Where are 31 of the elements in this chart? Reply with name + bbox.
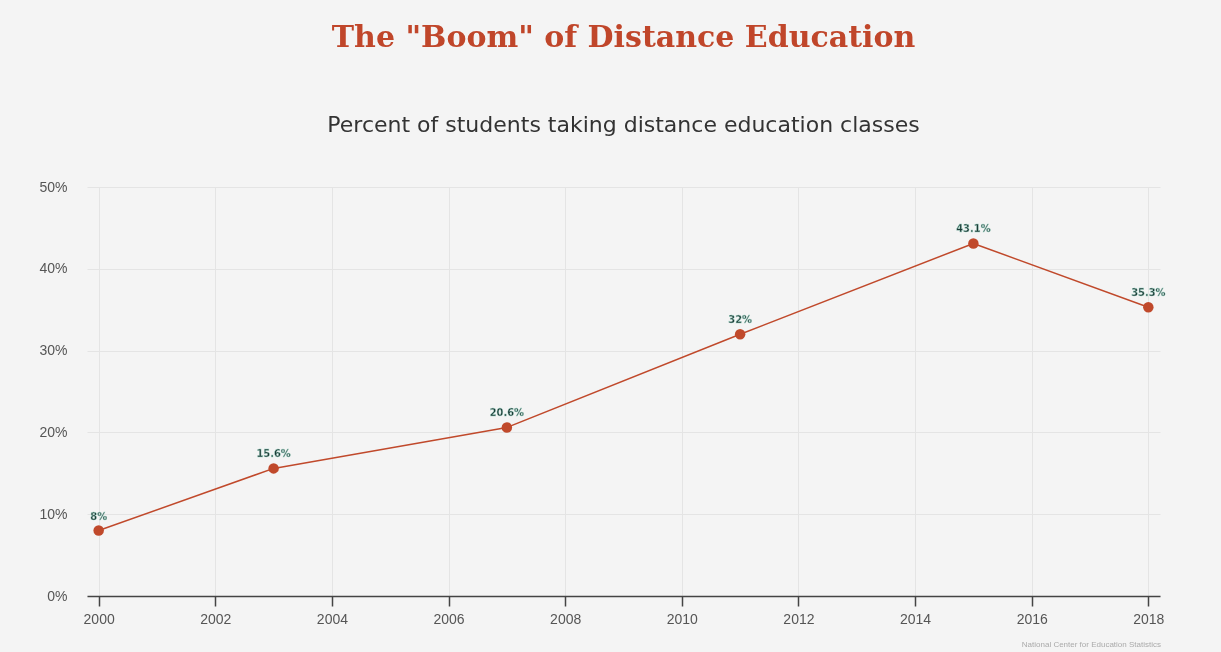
chart-subtitle: Percent of students taking distance education classes bbox=[327, 112, 920, 137]
x-tick-label: 2002 bbox=[200, 610, 232, 627]
x-tick-label: 2008 bbox=[550, 610, 582, 627]
text: 8% bbox=[90, 509, 108, 523]
x-tick-label: 2000 bbox=[83, 610, 115, 627]
point bbox=[734, 329, 746, 340]
x-tick-label: 2004 bbox=[316, 610, 349, 627]
text: 43.1% bbox=[956, 222, 991, 236]
x-tick-label: 2012 bbox=[783, 610, 815, 627]
point bbox=[93, 525, 104, 536]
point bbox=[968, 238, 979, 249]
x-tick-label: 2018 bbox=[1133, 610, 1165, 627]
text: 20.6% bbox=[489, 406, 525, 420]
x-tick-label: 2010 bbox=[666, 610, 699, 627]
y-tick-label: 20% bbox=[39, 423, 68, 440]
point bbox=[268, 463, 279, 474]
y-tick-label: 0% bbox=[47, 587, 68, 604]
y-tick-label: 10% bbox=[39, 505, 68, 522]
x-tick-label: 2006 bbox=[433, 610, 465, 627]
point bbox=[1143, 302, 1154, 313]
y-tick-label: 50% bbox=[39, 178, 68, 195]
y-tick-label: 30% bbox=[39, 342, 68, 359]
chart-title: The "Boom" of Distance Education bbox=[331, 19, 916, 54]
text: 32% bbox=[728, 313, 752, 327]
text: 35.3% bbox=[1131, 286, 1166, 300]
x-tick-label: 2016 bbox=[1016, 610, 1048, 627]
point bbox=[501, 422, 513, 433]
text: 15.6% bbox=[256, 447, 291, 461]
x-tick-label: 2014 bbox=[900, 610, 932, 627]
text: National Center for Education Statistics bbox=[1021, 640, 1161, 649]
y-tick-label: 40% bbox=[39, 260, 68, 277]
